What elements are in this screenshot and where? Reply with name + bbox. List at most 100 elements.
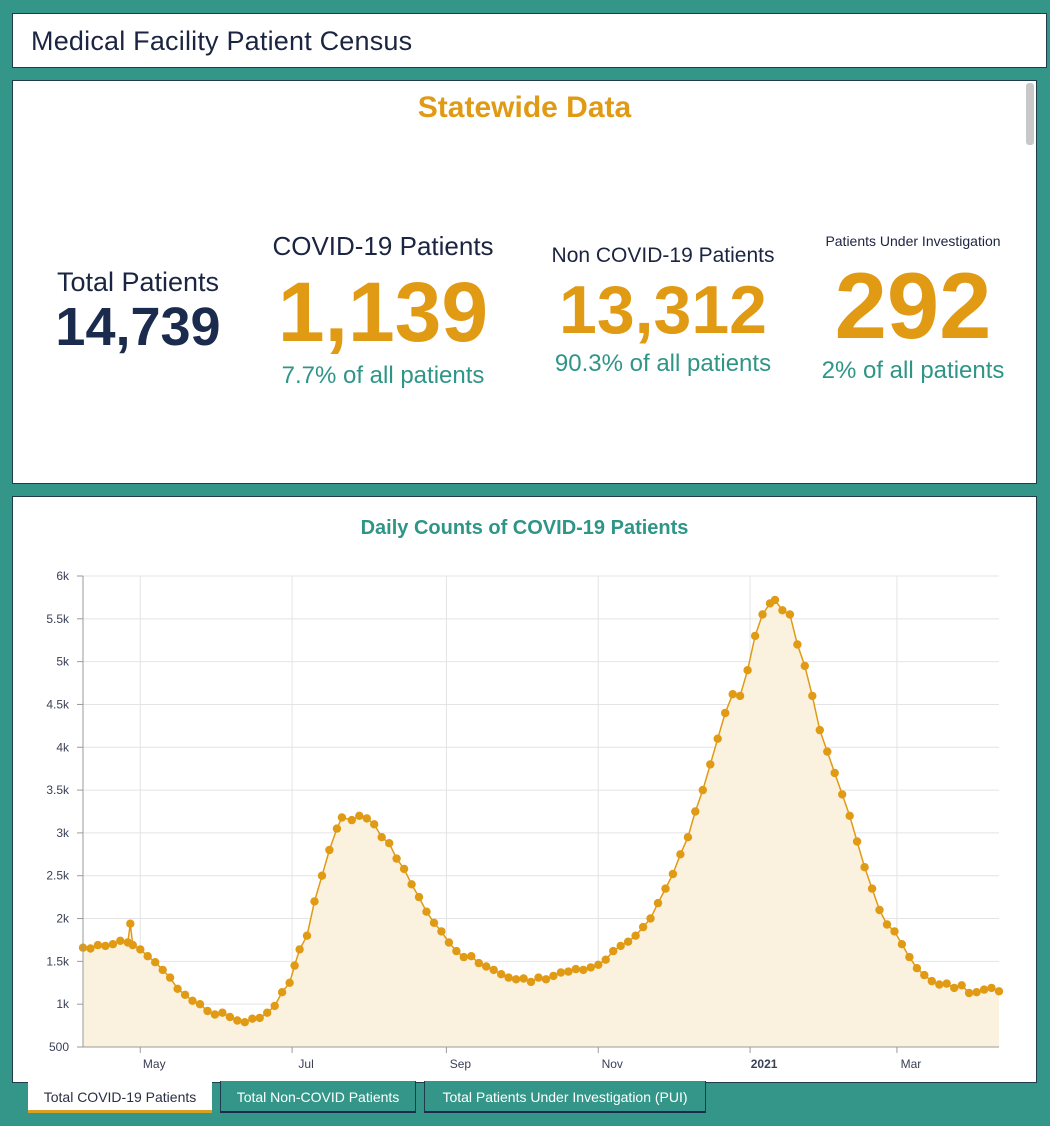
data-point bbox=[218, 1008, 227, 1017]
panel-scrollbar[interactable] bbox=[1026, 83, 1034, 145]
data-point bbox=[126, 919, 135, 928]
data-point bbox=[459, 952, 468, 962]
data-point bbox=[623, 937, 633, 946]
data-point bbox=[785, 610, 795, 619]
data-point bbox=[295, 945, 304, 954]
data-point bbox=[370, 820, 379, 829]
data-point bbox=[534, 973, 543, 982]
covid-patients-pct: 7.7% of all patients bbox=[281, 362, 485, 389]
data-point bbox=[964, 988, 974, 998]
data-point bbox=[325, 845, 334, 855]
data-point bbox=[661, 884, 670, 893]
covid-daily-chart[interactable]: 500 1k 1.5k 2k 2.5k 3k 3.5k 4k 4.5k 5k 5.5k 6k May J… bbox=[13, 497, 1036, 1082]
data-point bbox=[979, 985, 989, 994]
non-covid-patients-pct: 90.3% of all patients bbox=[554, 350, 772, 377]
y-tick-label: 1k bbox=[56, 997, 70, 1011]
data-point bbox=[808, 691, 817, 701]
data-point bbox=[399, 864, 409, 874]
non-covid-patients-label: Non COVID-19 Patients bbox=[551, 244, 775, 267]
area-fill bbox=[83, 600, 999, 1047]
pui-value: 292 bbox=[834, 253, 992, 358]
data-point bbox=[838, 790, 847, 799]
data-point bbox=[676, 850, 685, 859]
data-point bbox=[800, 661, 809, 671]
data-point bbox=[743, 666, 752, 675]
data-point bbox=[631, 931, 640, 940]
data-point bbox=[444, 938, 454, 947]
data-point bbox=[927, 976, 936, 986]
tab-total-non-covid[interactable]: Total Non-COVID Patients bbox=[220, 1081, 416, 1113]
data-point bbox=[920, 970, 929, 980]
data-point bbox=[407, 880, 416, 889]
total-patients-stat: Total Patients 14,739 bbox=[33, 267, 243, 354]
data-point bbox=[905, 952, 914, 962]
axes bbox=[77, 575, 999, 1053]
data-point bbox=[601, 955, 610, 964]
title-bar: Medical Facility Patient Census bbox=[12, 13, 1047, 68]
data-point bbox=[302, 931, 312, 940]
data-point bbox=[845, 811, 854, 820]
app-title: Medical Facility Patient Census bbox=[31, 26, 413, 56]
covid-patients-value: 1,139 bbox=[277, 265, 489, 359]
data-point bbox=[467, 952, 476, 961]
data-point bbox=[758, 610, 767, 619]
data-point bbox=[830, 768, 839, 778]
data-point bbox=[823, 747, 832, 756]
data-point bbox=[638, 922, 648, 932]
data-point bbox=[706, 760, 715, 769]
x-tick-label: Sep bbox=[450, 1057, 472, 1071]
data-point bbox=[721, 708, 730, 718]
non-covid-patients-stat: Non COVID-19 Patients 13,312 90.3% of al… bbox=[528, 244, 798, 378]
data-point bbox=[646, 914, 655, 923]
data-point bbox=[668, 869, 678, 879]
data-point bbox=[270, 1001, 279, 1011]
data-point bbox=[173, 984, 182, 993]
data-point bbox=[355, 811, 364, 820]
y-tick-label: 500 bbox=[49, 1040, 69, 1054]
tab-total-pui[interactable]: Total Patients Under Investigation (PUI) bbox=[424, 1081, 706, 1113]
covid-patients-stat: COVID-19 Patients 1,139 7.7% of all pati… bbox=[253, 231, 513, 390]
data-point bbox=[108, 940, 118, 949]
pui-stat: Patients Under Investigation 292 2% of a… bbox=[808, 233, 1018, 385]
data-point bbox=[277, 988, 287, 997]
data-point bbox=[972, 988, 981, 997]
data-point bbox=[890, 927, 899, 936]
y-tick-labels: 500 1k 1.5k 2k 2.5k 3k 3.5k 4k 4.5k 5k 5.5k 6k bbox=[46, 569, 70, 1054]
data-point bbox=[240, 1018, 249, 1027]
data-point bbox=[987, 983, 996, 993]
data-point bbox=[136, 945, 145, 954]
data-point bbox=[793, 640, 802, 649]
y-tick-label: 5k bbox=[56, 655, 70, 669]
data-point bbox=[609, 946, 618, 956]
data-point bbox=[437, 927, 446, 936]
data-point bbox=[489, 965, 498, 975]
tab-total-covid[interactable]: Total COVID-19 Patients bbox=[28, 1081, 212, 1113]
x-tick-label: 2021 bbox=[751, 1057, 778, 1071]
data-point bbox=[180, 990, 190, 999]
data-point bbox=[867, 884, 877, 893]
y-tick-label: 4k bbox=[56, 740, 70, 754]
data-point bbox=[188, 996, 197, 1005]
y-gridlines bbox=[83, 575, 999, 1005]
data-point bbox=[994, 987, 1004, 996]
data-points bbox=[78, 595, 1004, 1027]
x-tick-labels: May Jul Sep Nov 2021 Mar bbox=[143, 1057, 921, 1071]
data-point bbox=[143, 952, 152, 961]
data-point bbox=[549, 971, 558, 981]
data-point bbox=[852, 837, 862, 846]
data-point bbox=[735, 691, 745, 701]
data-point bbox=[255, 1013, 264, 1023]
data-point bbox=[310, 897, 319, 906]
total-patients-label: Total Patients bbox=[56, 267, 220, 297]
data-point bbox=[482, 962, 491, 971]
y-tick-label: 3.5k bbox=[46, 783, 70, 797]
y-tick-label: 2.5k bbox=[46, 869, 70, 883]
data-point bbox=[564, 967, 573, 976]
data-point bbox=[362, 814, 371, 823]
data-point bbox=[347, 815, 356, 825]
data-point bbox=[385, 839, 394, 848]
data-point bbox=[317, 871, 327, 880]
data-point bbox=[497, 970, 506, 979]
data-point bbox=[151, 958, 160, 967]
data-point bbox=[285, 978, 294, 987]
